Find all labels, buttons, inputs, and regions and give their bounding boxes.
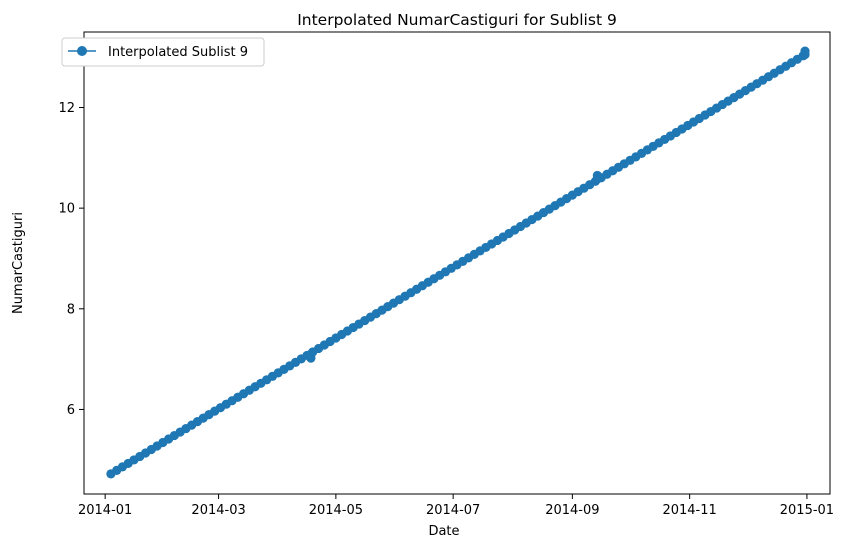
chart-title: Interpolated NumarCastiguri for Sublist … (297, 11, 617, 29)
y-tick-label: 8 (67, 302, 75, 317)
x-tick-label: 2014-07 (426, 503, 480, 518)
x-tick-label: 2014-03 (191, 503, 245, 518)
y-tick-label: 6 (67, 403, 75, 418)
legend-box (61, 37, 265, 67)
plot-frame (83, 31, 831, 495)
legend-series-label: Interpolated Sublist 9 (108, 45, 248, 60)
x-axis-label: Date (428, 524, 459, 539)
x-tick-label: 2014-01 (78, 503, 132, 518)
y-axis: 6 8 10 12 (58, 101, 84, 418)
data-point (800, 46, 810, 56)
y-tick-label: 12 (58, 101, 75, 116)
x-tick-label: 2015-01 (780, 503, 834, 518)
y-tick-label: 10 (58, 202, 75, 217)
legend-series-marker (77, 46, 87, 56)
x-tick-label: 2014-11 (662, 503, 716, 518)
y-axis-label: NumarCastiguri (11, 212, 26, 314)
legend: Interpolated Sublist 9 (61, 37, 265, 67)
x-axis: 2014-01 2014-03 2014-05 2014-07 2014-09 2014-… (78, 494, 834, 518)
x-tick-label: 2014-05 (309, 503, 363, 518)
x-tick-label: 2014-09 (545, 503, 599, 518)
series-layer (106, 46, 810, 479)
